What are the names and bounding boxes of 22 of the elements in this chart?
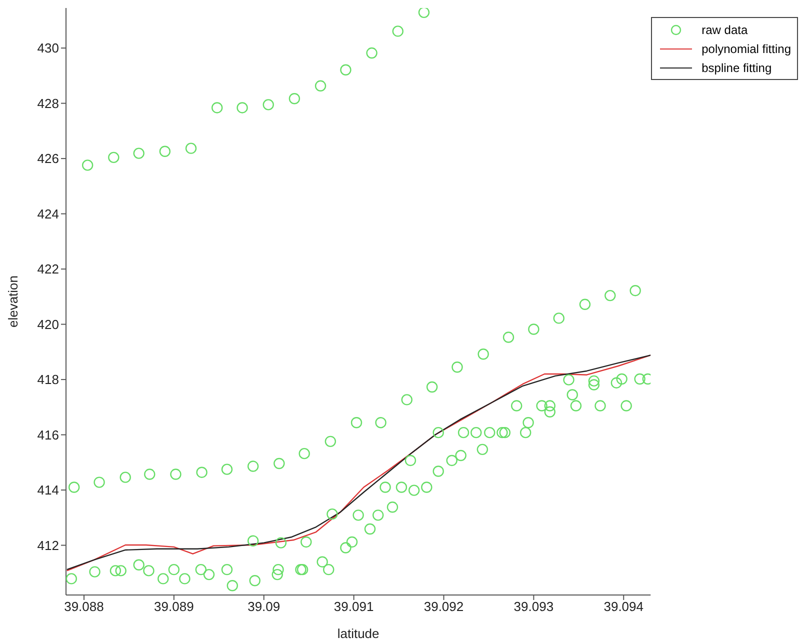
y-tick-label: 428 [37,96,59,111]
y-tick-label: 412 [37,538,59,553]
y-tick-label: 426 [37,151,59,166]
y-tick-label: 416 [37,427,59,442]
x-tick-label: 39.093 [514,599,554,614]
x-tick-label: 39.088 [64,599,104,614]
y-tick-label: 424 [37,206,59,222]
y-tick-label: 420 [37,316,59,332]
x-tick-label: 39.09 [248,599,280,614]
x-tick-label: 39.091 [334,599,374,614]
legend-label: bspline fitting [702,60,772,74]
x-tick-label: 39.089 [154,599,194,614]
y-tick-label: 430 [37,40,59,56]
y-tick-label: 418 [37,372,59,388]
y-axis-title: elevation [5,275,20,328]
y-tick-label: 422 [37,262,59,277]
y-tick-label: 414 [37,482,59,498]
x-axis-title: latitude [337,626,380,640]
x-tick-label: 39.094 [604,599,644,614]
legend-label: raw data [702,22,748,36]
legend-label: polynomial fitting [702,42,791,56]
x-tick-label: 39.092 [424,599,464,614]
